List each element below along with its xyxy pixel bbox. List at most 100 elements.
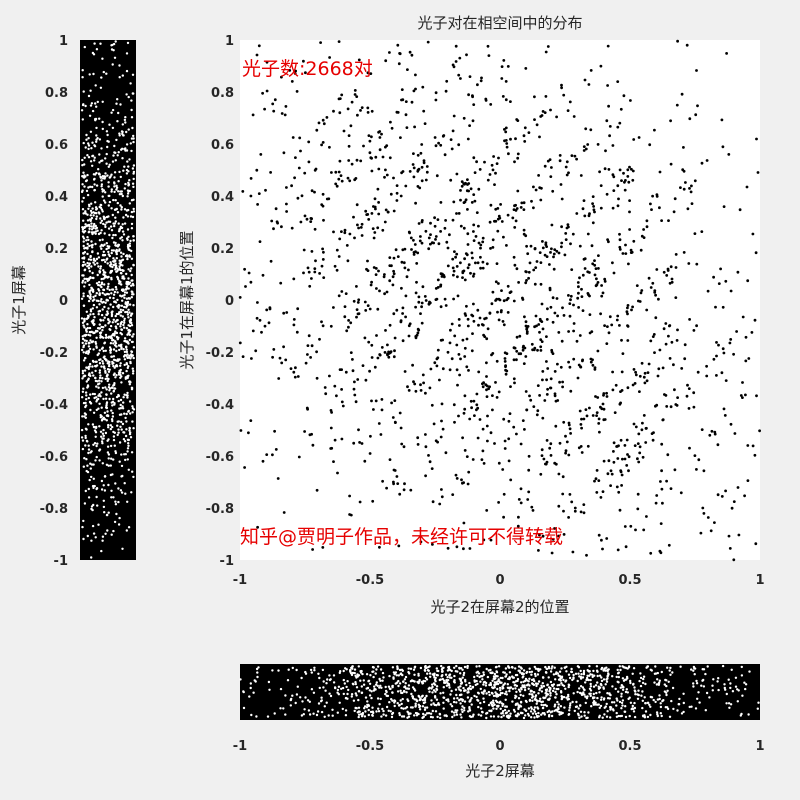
scatter-point	[294, 69, 297, 73]
screen1-point	[132, 304, 135, 307]
main-y-axis-label: 光子1在屏幕1的位置	[178, 230, 196, 369]
screen1-point	[86, 464, 89, 467]
scatter-point	[675, 103, 679, 107]
screen2-point	[464, 689, 467, 692]
screen2-point	[377, 707, 380, 710]
scatter-point	[543, 399, 547, 402]
screen2-point	[427, 687, 430, 690]
scatter-point	[588, 271, 591, 274]
screen1-point	[110, 229, 114, 232]
scatter-point	[388, 264, 392, 267]
scatter-point	[554, 462, 558, 466]
scatter-point	[395, 308, 399, 312]
screen1-point	[96, 442, 99, 445]
scatter-point	[243, 267, 247, 271]
scatter-point	[352, 387, 356, 391]
screen1-point	[95, 345, 98, 348]
scatter-point	[422, 161, 426, 165]
screen1-point	[118, 134, 121, 137]
screen2-point	[344, 667, 347, 670]
scatter-point	[480, 458, 484, 461]
screen1-point	[104, 271, 107, 274]
screen1-point	[129, 269, 132, 273]
scatter-point	[416, 331, 420, 335]
scatter-point	[387, 355, 391, 359]
scatter-point	[401, 248, 405, 252]
scatter-point	[549, 442, 553, 446]
scatter-point	[320, 143, 323, 147]
screen2-point	[376, 665, 380, 668]
scatter-point	[567, 330, 570, 333]
screen2-point	[428, 690, 431, 693]
screen1-point	[88, 400, 92, 404]
scatter-point	[686, 383, 689, 387]
screen2-point	[328, 674, 331, 677]
scatter-point	[692, 405, 696, 409]
screen2-point	[538, 699, 541, 703]
scatter-point	[455, 252, 459, 256]
screen2-point	[498, 680, 501, 683]
scatter-point	[626, 312, 629, 316]
screen1-point	[95, 306, 99, 309]
screen1-point	[120, 272, 123, 275]
scatter-point	[593, 273, 597, 277]
screen1-point	[120, 148, 123, 151]
scatter-point	[551, 352, 555, 355]
screen1-point	[99, 42, 102, 45]
screen1-point	[81, 390, 85, 393]
screen1-point	[94, 224, 98, 228]
screen2-point	[529, 690, 532, 693]
screen1-point	[119, 263, 123, 266]
scatter-point	[571, 550, 575, 554]
screen1-point	[122, 348, 125, 351]
scatter-point	[543, 111, 547, 114]
screen2-point	[496, 700, 499, 704]
scatter-point	[557, 472, 561, 476]
scatter-point	[376, 226, 380, 230]
screen1-point	[99, 217, 102, 220]
scatter-point	[626, 325, 630, 328]
scatter-point	[352, 299, 356, 303]
scatter-point	[525, 326, 529, 330]
scatter-point	[606, 238, 609, 242]
screen2-point	[551, 665, 554, 668]
screen2-point	[328, 692, 331, 695]
screen1-point	[95, 495, 98, 499]
scatter-point	[421, 285, 425, 289]
screen2-point	[364, 696, 368, 699]
scatter-point	[471, 94, 474, 97]
scatter-point	[356, 312, 360, 316]
screen2-point	[321, 668, 325, 672]
scatter-point	[516, 524, 520, 528]
screen2-point	[435, 667, 438, 670]
screen2-point	[465, 683, 468, 687]
main-x-tick-label: -0.5	[356, 573, 384, 588]
scatter-point	[586, 292, 590, 295]
screen1-point	[92, 173, 96, 176]
screen1-point	[120, 453, 123, 456]
scatter-point	[404, 294, 408, 298]
scatter-point	[530, 199, 533, 203]
screen1-point	[125, 350, 129, 354]
screen2-point	[442, 691, 445, 694]
screen2-point	[456, 697, 459, 700]
screen1-point	[100, 406, 103, 409]
scatter-point	[347, 134, 351, 138]
scatter-point	[746, 479, 750, 482]
screen1-point	[90, 222, 93, 225]
screen2-point	[535, 714, 539, 718]
screen2-point	[583, 714, 586, 717]
scatter-point	[688, 318, 691, 321]
screen1-point	[120, 375, 123, 378]
scatter-point	[539, 349, 543, 352]
scatter-point	[293, 375, 297, 379]
screen1-point	[115, 335, 119, 339]
scatter-point	[333, 438, 337, 442]
scatter-point	[676, 396, 679, 399]
screen1-point	[95, 292, 99, 295]
screen1-point	[101, 377, 104, 380]
screen1-point	[119, 308, 123, 311]
scatter-point	[653, 128, 656, 132]
screen1-point	[111, 310, 114, 313]
screen2-point	[373, 687, 376, 691]
